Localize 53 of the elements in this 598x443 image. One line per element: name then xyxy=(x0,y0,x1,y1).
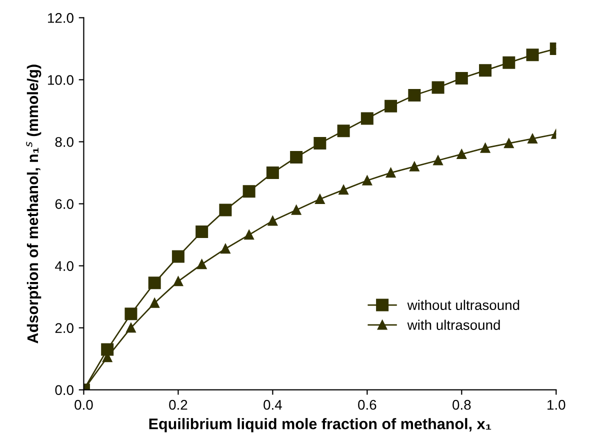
point xyxy=(126,322,136,333)
x-tick-label: 0.4 xyxy=(264,400,282,410)
legend-label: without ultrasound xyxy=(407,300,520,310)
point xyxy=(455,72,468,84)
point xyxy=(479,64,492,77)
point xyxy=(456,149,467,160)
point xyxy=(410,162,420,172)
point xyxy=(480,143,490,153)
x-tick-label: 1.0 xyxy=(548,400,566,410)
point xyxy=(504,138,514,148)
point xyxy=(150,298,160,308)
x-tick-label: 0.6 xyxy=(358,400,376,410)
y-tick-label: 4.0 xyxy=(55,261,74,271)
point xyxy=(148,276,161,290)
point xyxy=(220,244,230,254)
legend-label: with ultrasound xyxy=(407,320,500,330)
y-tick-label: 2.0 xyxy=(55,323,74,333)
point xyxy=(244,230,254,240)
point xyxy=(433,156,443,166)
point xyxy=(528,134,538,144)
point xyxy=(268,216,278,226)
point xyxy=(242,185,256,198)
point xyxy=(360,112,374,125)
point xyxy=(386,168,396,178)
point xyxy=(314,137,326,150)
point xyxy=(196,225,208,238)
point xyxy=(502,56,516,69)
x-tick-label: 0.2 xyxy=(169,400,188,410)
x-tick-label: 0.8 xyxy=(452,400,471,410)
point xyxy=(290,151,303,164)
point xyxy=(172,250,184,263)
point xyxy=(384,100,398,112)
y-tick-label: 8.0 xyxy=(55,137,74,147)
y-tick-label: 10.0 xyxy=(48,75,74,85)
point xyxy=(196,259,207,270)
point xyxy=(432,81,444,94)
y-tick-label: 6.0 xyxy=(55,199,74,209)
y-tick-label: 0.0 xyxy=(55,385,74,396)
x-tick-label: 0.0 xyxy=(74,400,93,410)
point xyxy=(338,184,348,195)
point xyxy=(337,124,350,138)
point xyxy=(173,276,184,286)
point xyxy=(408,88,421,102)
point xyxy=(124,308,138,320)
y-tick-label: 12.0 xyxy=(48,13,74,23)
point xyxy=(219,204,232,216)
point xyxy=(362,176,372,186)
point xyxy=(291,205,302,215)
x-axis-title: Equilibrium liquid mole fraction of methanol, x₁ xyxy=(149,418,492,432)
point xyxy=(526,48,539,62)
point xyxy=(266,166,279,180)
point xyxy=(315,194,325,204)
y-axis-title: Adsorption of methanol, n₁$^{s}$ (mmole/g) xyxy=(26,64,42,344)
